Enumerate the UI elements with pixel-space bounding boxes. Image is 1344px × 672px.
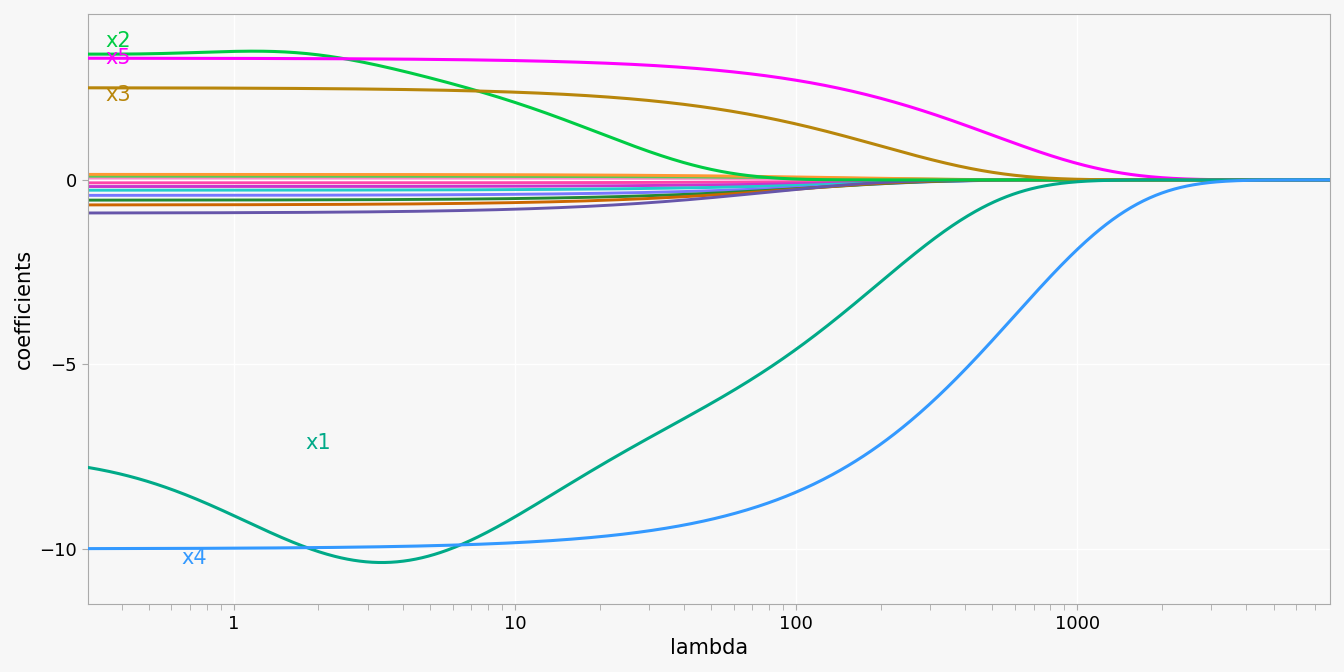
Text: x1: x1 — [305, 433, 331, 453]
Text: x3: x3 — [106, 85, 132, 105]
Text: x4: x4 — [181, 548, 207, 568]
Text: x2: x2 — [106, 31, 132, 51]
Text: x5: x5 — [106, 48, 132, 68]
X-axis label: lambda: lambda — [669, 638, 747, 658]
Y-axis label: coefficients: coefficients — [13, 249, 34, 369]
